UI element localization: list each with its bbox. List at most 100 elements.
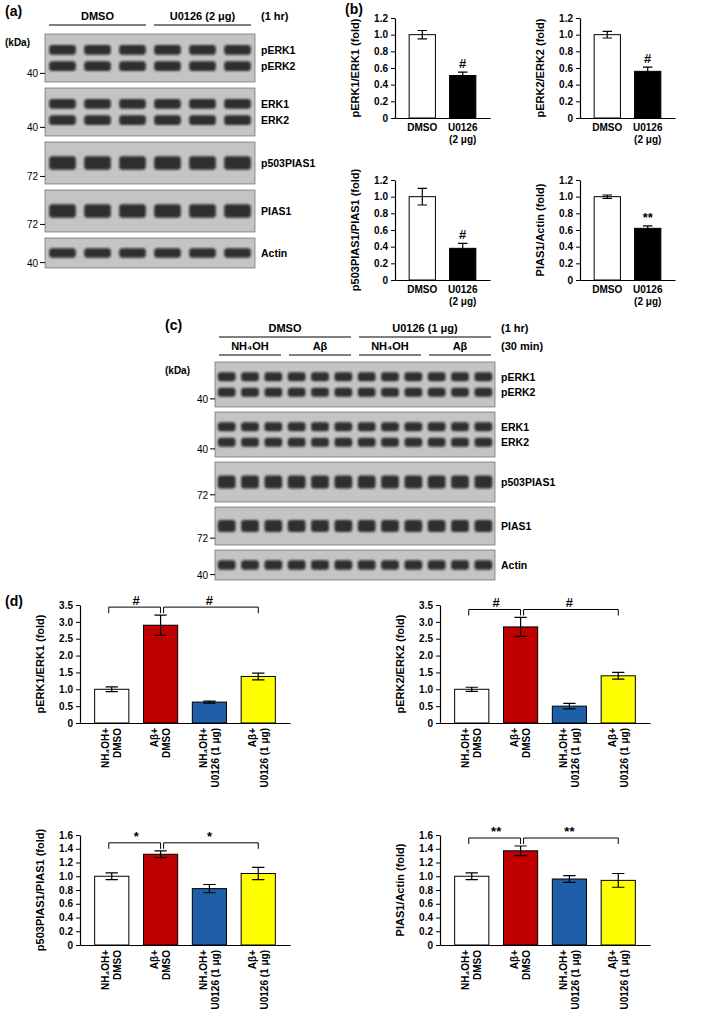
x-tick: U0126(2 μg) [448, 118, 478, 145]
bars [95, 615, 276, 723]
blot-band [154, 99, 181, 109]
y-tick-mark [436, 605, 440, 606]
error-bar [612, 672, 624, 679]
x-tick-label: Aβ+DMSO [509, 950, 532, 980]
blot-band [218, 476, 236, 489]
y-tick-mark [391, 35, 395, 36]
error-bar [203, 885, 215, 893]
band-label: ERK2 [501, 436, 529, 448]
blot-band [189, 248, 216, 258]
y-tick: 0 [567, 275, 580, 286]
y-tick-mark [436, 706, 440, 707]
y-tick-mark [576, 68, 580, 69]
blot-band [224, 45, 251, 55]
y-tick-label: 0.4 [59, 912, 73, 923]
blot-strip [215, 507, 495, 545]
error-bar [418, 31, 427, 39]
blot-band [358, 372, 376, 381]
y-tick: 0 [427, 718, 440, 729]
y-tick: 1.5 [59, 667, 80, 678]
blot-band [451, 388, 469, 397]
significance-mark: # [459, 227, 467, 242]
y-tick: 1.0 [559, 191, 580, 202]
y-axis: 00.20.40.60.81.01.2 [374, 13, 395, 124]
bar [601, 676, 635, 723]
header-rule [154, 24, 251, 25]
y-axis-title: p503PIAS1/PIAS1 (fold) [349, 169, 361, 292]
band-label: PIAS1 [261, 205, 292, 217]
panel-label: (a) [5, 3, 22, 19]
y-tick: 0.6 [374, 63, 395, 74]
y-tick-label: 1.2 [374, 175, 388, 186]
blot-band [404, 388, 422, 397]
y-tick: 0.4 [59, 912, 80, 923]
blot-band [189, 156, 216, 169]
blot-strip [45, 88, 255, 136]
treatment-label: DMSO [81, 10, 114, 22]
y-axis-line [440, 836, 441, 946]
y-tick-mark [391, 230, 395, 231]
x-tick-label: U0126(2 μg) [633, 122, 663, 145]
kda-marker: 72 [27, 219, 39, 230]
significance-mark: # [566, 595, 574, 610]
bar-chart: 00.51.01.52.02.53.03.5NH₄OH+DMSOAβ+DMSON… [34, 593, 291, 787]
x-tick-label: DMSO [592, 122, 622, 133]
blot-band [119, 204, 146, 217]
y-tick: 1.0 [419, 684, 440, 695]
y-tick-label: 1.2 [374, 13, 388, 24]
y-tick-mark [436, 904, 440, 905]
bar [241, 676, 275, 723]
y-tick-label: 0.5 [59, 701, 73, 712]
y-tick: 0.2 [59, 926, 80, 937]
y-tick: 0.2 [559, 96, 580, 107]
y-tick-mark [76, 672, 80, 673]
blot-band [404, 438, 422, 447]
y-tick-mark [436, 918, 440, 919]
blot-band [474, 438, 492, 447]
y-axis-line [580, 181, 581, 281]
significance-mark: # [459, 56, 467, 71]
kda-label: (kDa) [165, 365, 190, 376]
treatment-label: U0126 (2 μg) [170, 10, 236, 22]
y-axis-title: PIAS1/Actin (fold) [534, 183, 546, 276]
error-bar [106, 873, 118, 880]
y-tick: 0.4 [559, 241, 580, 252]
y-tick-mark [576, 85, 580, 86]
y-tick: 1.2 [419, 857, 440, 868]
x-axis: DMSOU0126(2 μg) [396, 118, 491, 145]
blot-band [49, 45, 76, 55]
y-tick-mark [436, 863, 440, 864]
y-tick: 0.6 [559, 63, 580, 74]
y-tick: 1.0 [559, 29, 580, 40]
blot-band [334, 520, 352, 532]
y-tick-mark [436, 890, 440, 891]
marker-tick [210, 398, 215, 399]
bars [455, 846, 636, 945]
blot-strip [45, 190, 255, 232]
y-tick-label: 0 [67, 718, 73, 729]
blot-band [451, 422, 469, 431]
y-tick-mark [436, 656, 440, 657]
x-axis: DMSO U0126(2 μg) [581, 118, 676, 145]
blot-band [288, 422, 306, 431]
x-tick-label: NH₄OH+DMSO [460, 950, 483, 990]
y-tick: 0.4 [374, 241, 395, 252]
marker-tick [40, 224, 45, 225]
y-tick-mark [76, 945, 80, 946]
condition-label: Aβ [453, 340, 468, 352]
blot-band [84, 204, 111, 217]
y-tick: 1.2 [59, 857, 80, 868]
y-tick-label: 1.5 [59, 667, 73, 678]
bar-chart: 00.20.40.60.81.01.2DMSOU0126(2 μg)PIAS1/… [534, 175, 676, 307]
y-tick-label: 2.5 [59, 633, 73, 644]
y-tick-mark [436, 945, 440, 946]
blot-band [49, 61, 76, 71]
y-tick: 1.0 [59, 684, 80, 695]
y-tick-label: 1.2 [559, 175, 573, 186]
blot-band [241, 388, 259, 397]
kda-marker: 72 [197, 490, 209, 501]
blot-band [49, 115, 76, 125]
blot-band [84, 99, 111, 109]
blot-band [451, 438, 469, 447]
y-tick-label: 0.6 [419, 898, 433, 909]
